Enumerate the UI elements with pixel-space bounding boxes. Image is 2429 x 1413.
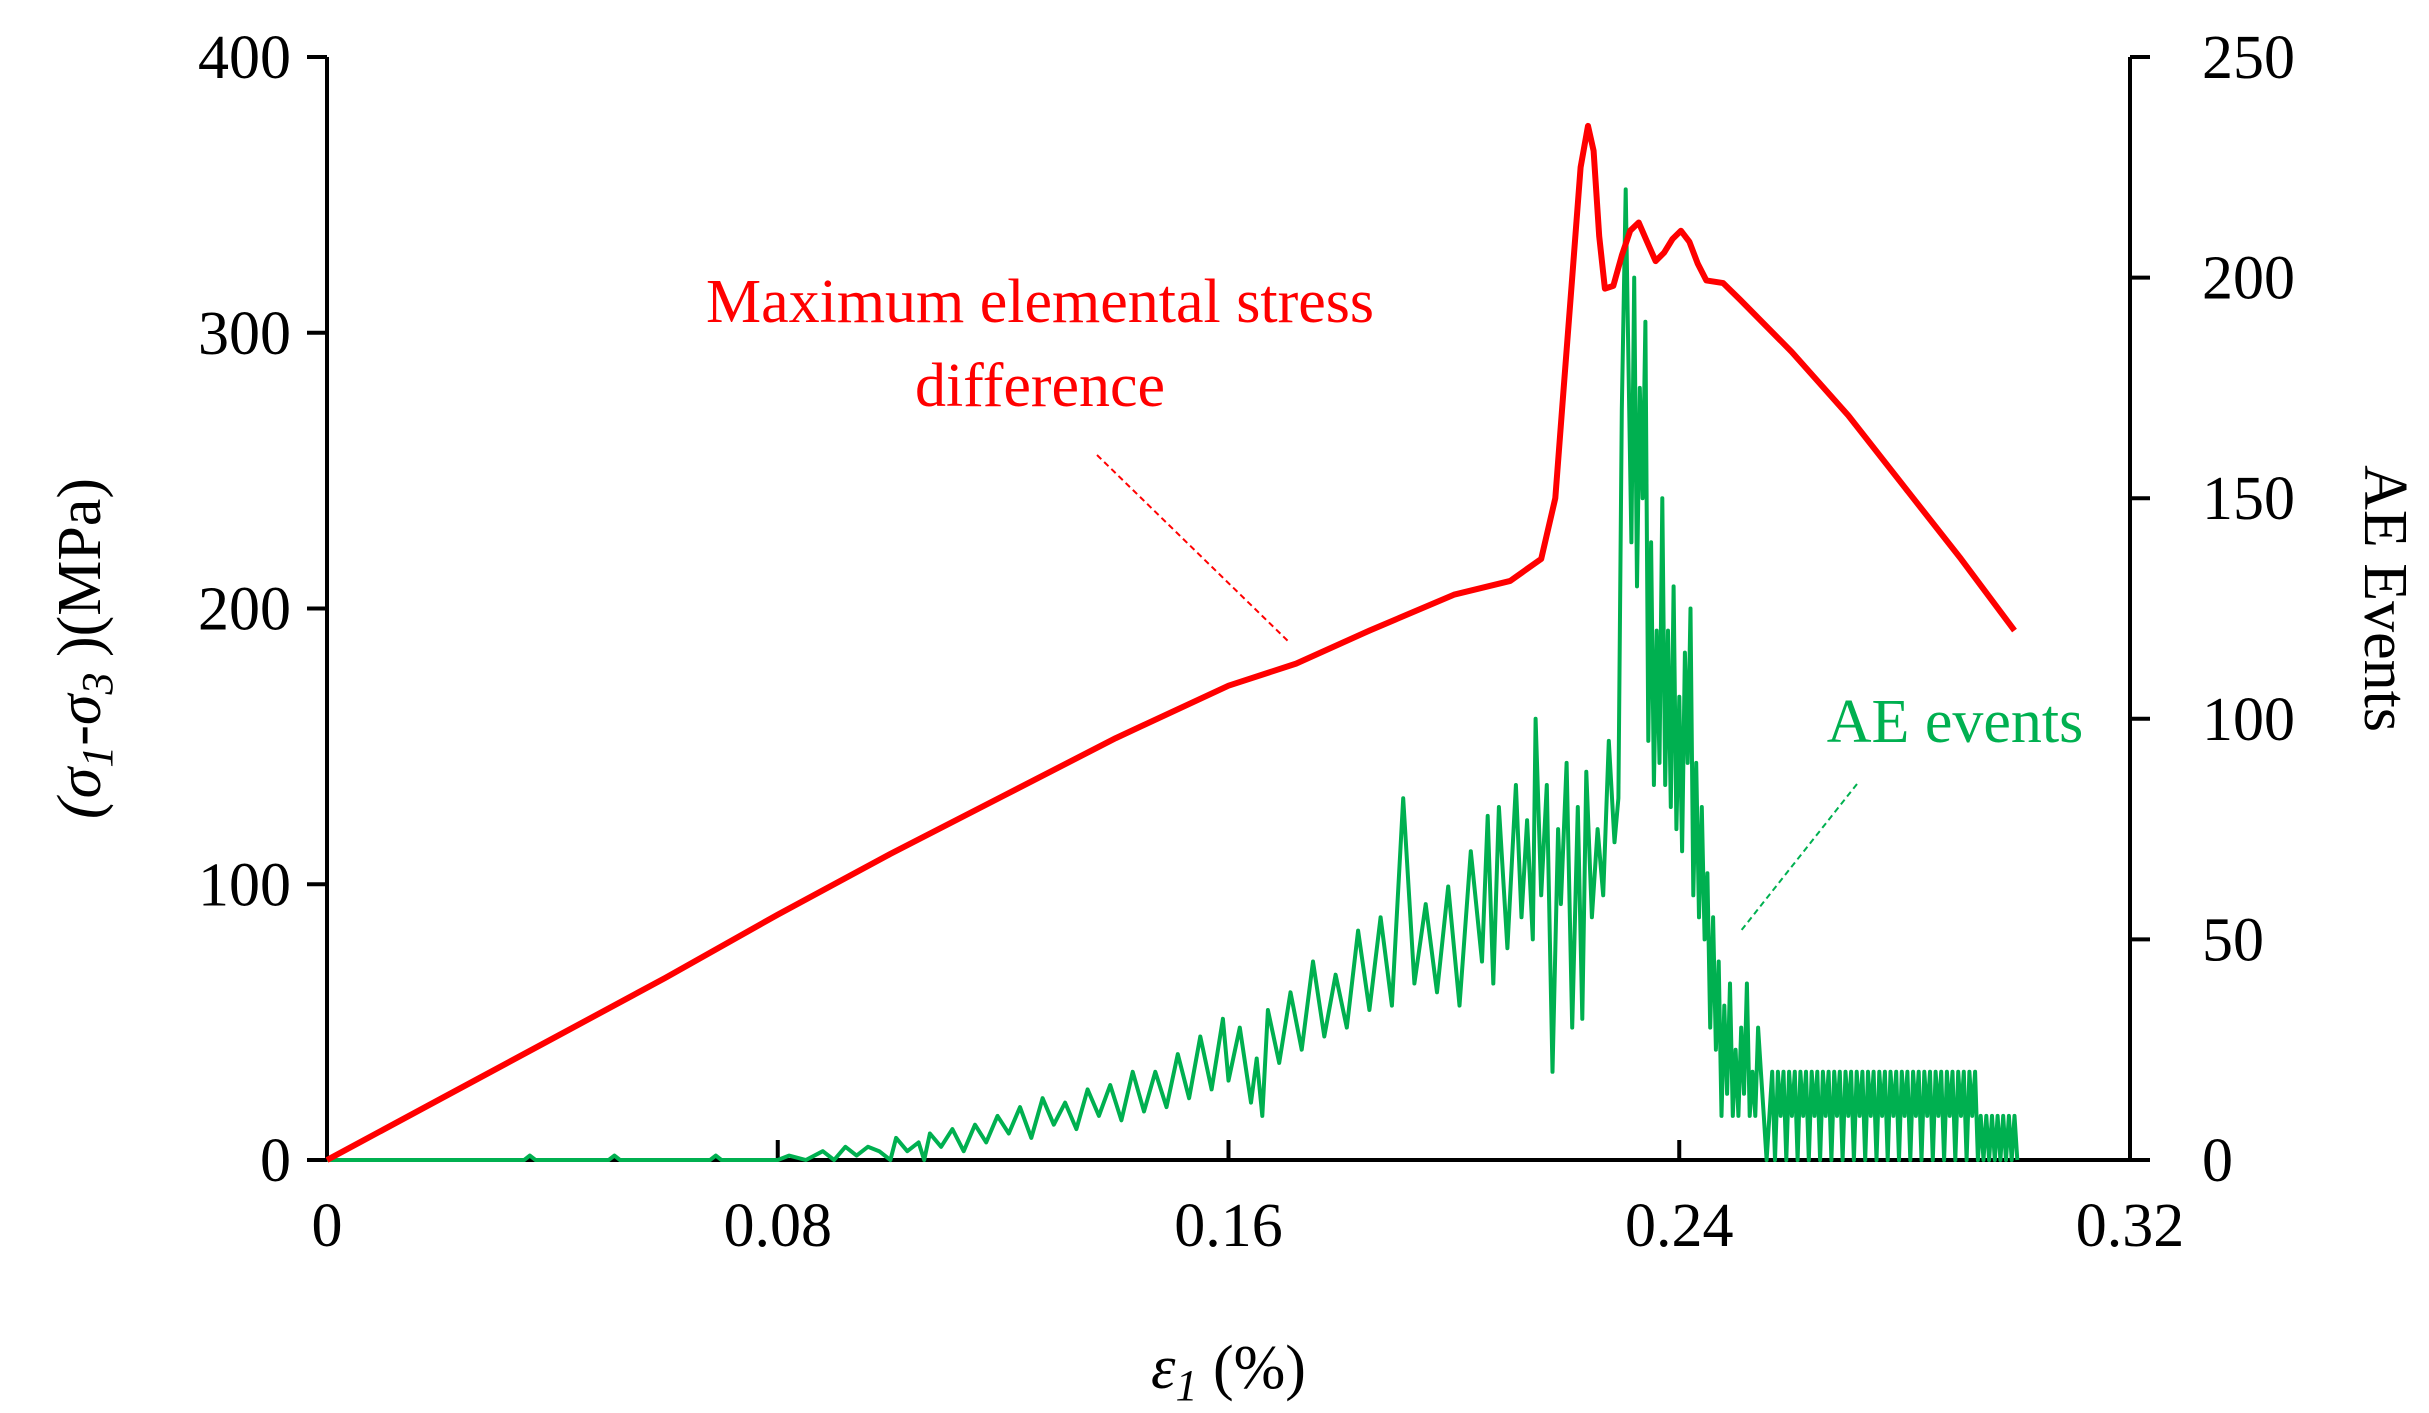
stress-difference-line (325, 122, 2017, 1163)
x-tick-label: 0.24 (1625, 1192, 1734, 1260)
stress-annotation-line: Maximum elemental stress (706, 268, 1374, 336)
x-tick-label: 0.08 (724, 1192, 833, 1260)
left-y-tick-label: 400 (198, 24, 291, 92)
right-y-tick-label: 100 (2202, 686, 2295, 754)
left-y-tick-label: 200 (198, 576, 291, 644)
right-y-tick-label: 50 (2202, 906, 2264, 974)
ae-annotation-line: AE events (1827, 688, 2084, 756)
right-y-axis-title: AE Events (2351, 465, 2419, 732)
x-tick-label: 0.32 (2076, 1192, 2185, 1260)
stress-annotation-label: Maximum elemental stress difference (706, 268, 1374, 420)
x-tick-label: 0 (312, 1192, 343, 1260)
ae-events-line (327, 187, 2020, 1162)
x-axis-title-symbol: ε (1151, 1334, 1176, 1402)
left-y-title-part-0: (σ (46, 765, 114, 819)
series-layer (325, 122, 2020, 1163)
ae-annotation-leader (1739, 783, 1858, 933)
left-y-tick-label: 100 (198, 851, 291, 919)
stress-annotation-line: difference (915, 352, 1165, 420)
x-axis-title: ε1 (%) (1151, 1334, 1306, 1410)
right-y-tick-label: 250 (2202, 24, 2295, 92)
left-y-title-part-1: 1 (73, 746, 122, 768)
left-y-tick-label: 300 (198, 300, 291, 368)
stress-annotation-leader (1096, 454, 1291, 644)
x-axis-title-subscript: 1 (1175, 1361, 1197, 1410)
right-y-tick-label: 0 (2202, 1127, 2233, 1195)
axes: 0 0.08 0.16 0.24 0.3201002003004000501001502… (198, 24, 2295, 1260)
ae-annotation-label: AE events (1827, 688, 2084, 756)
left-y-title-part-2: -σ (46, 692, 114, 746)
axis-titles: ε1 (%) (σ1-σ3 )(MPa) AE Events (46, 465, 2419, 1410)
x-tick-label: 0.16 (1174, 1192, 1283, 1260)
right-y-tick-label: 150 (2202, 465, 2295, 533)
annotation-layer: Maximum elemental stress difference AE eve… (706, 268, 2084, 933)
left-y-axis-title: (σ1-σ3 )(MPa) (46, 478, 122, 819)
right-y-tick-label: 200 (2202, 245, 2295, 313)
left-y-title-part-3: 3 (73, 673, 122, 696)
left-y-tick-label: 0 (260, 1127, 291, 1195)
left-y-title-part-4: )(MPa) (46, 478, 114, 673)
x-axis-title-unit: (%) (1197, 1334, 1305, 1402)
